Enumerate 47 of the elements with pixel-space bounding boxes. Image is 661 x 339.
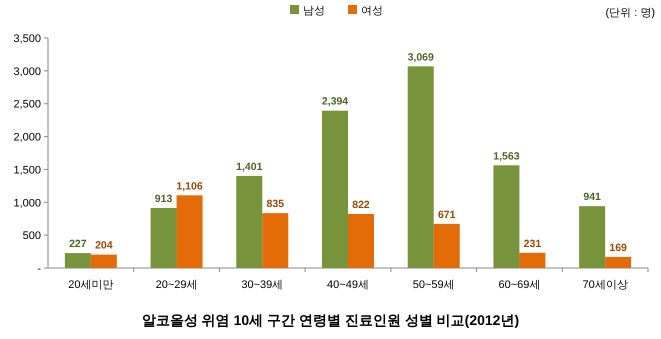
y-tick-label: 2,500	[13, 98, 41, 111]
data-label: 231	[524, 238, 542, 250]
text: 알코올성 위염 10세 구간 연령별 진료인원 성별 비교(2012년)	[142, 312, 520, 328]
bar	[176, 195, 203, 268]
data-label: 169	[609, 242, 628, 254]
bar	[434, 224, 460, 268]
x-tick-label: 40~49세	[327, 279, 369, 291]
y-tick-label: -	[37, 263, 42, 275]
y-tick-label: 1,500	[13, 164, 41, 176]
data-label: 941	[583, 191, 602, 204]
bar	[605, 256, 632, 268]
data-label: 1,401	[236, 160, 263, 173]
bar	[236, 176, 262, 268]
x-tick-label: 60~69세	[498, 279, 540, 291]
data-label: 1,563	[493, 150, 520, 162]
x-tick-label: 50~59세	[412, 279, 455, 291]
data-label: 204	[95, 240, 113, 252]
y-tick-label: 3,500	[13, 33, 41, 45]
x-tick-label: 20세미만	[68, 279, 114, 291]
bar	[493, 165, 520, 268]
data-label: 3,069	[408, 51, 434, 64]
bar	[579, 206, 606, 268]
bar	[64, 253, 91, 268]
legend-label: 여성	[361, 5, 383, 17]
bar	[150, 208, 177, 268]
bar	[519, 252, 546, 268]
x-tick-label: 30~39세	[241, 279, 284, 291]
y-tick-label: 2,000	[13, 132, 41, 144]
data-label: 822	[352, 198, 370, 211]
data-label: 671	[438, 208, 456, 221]
bar	[408, 66, 434, 268]
bar	[90, 254, 117, 268]
x-tick-label: 20~29세	[156, 279, 198, 291]
data-label: 227	[69, 238, 87, 250]
text: (단위 : 명)	[606, 7, 655, 19]
bar	[348, 214, 374, 268]
x-tick-label: 70세이상	[582, 279, 628, 291]
bar	[262, 213, 288, 268]
data-label: 913	[154, 193, 172, 206]
y-tick-label: 500	[22, 230, 41, 242]
data-label: 1,106	[176, 180, 203, 192]
bar	[322, 110, 348, 268]
y-tick-label: 1,000	[13, 197, 41, 210]
data-label: 835	[266, 198, 284, 210]
y-tick-label: 3,000	[13, 66, 41, 78]
data-label: 2,394	[322, 96, 348, 108]
legend-label: 남성	[303, 5, 325, 17]
